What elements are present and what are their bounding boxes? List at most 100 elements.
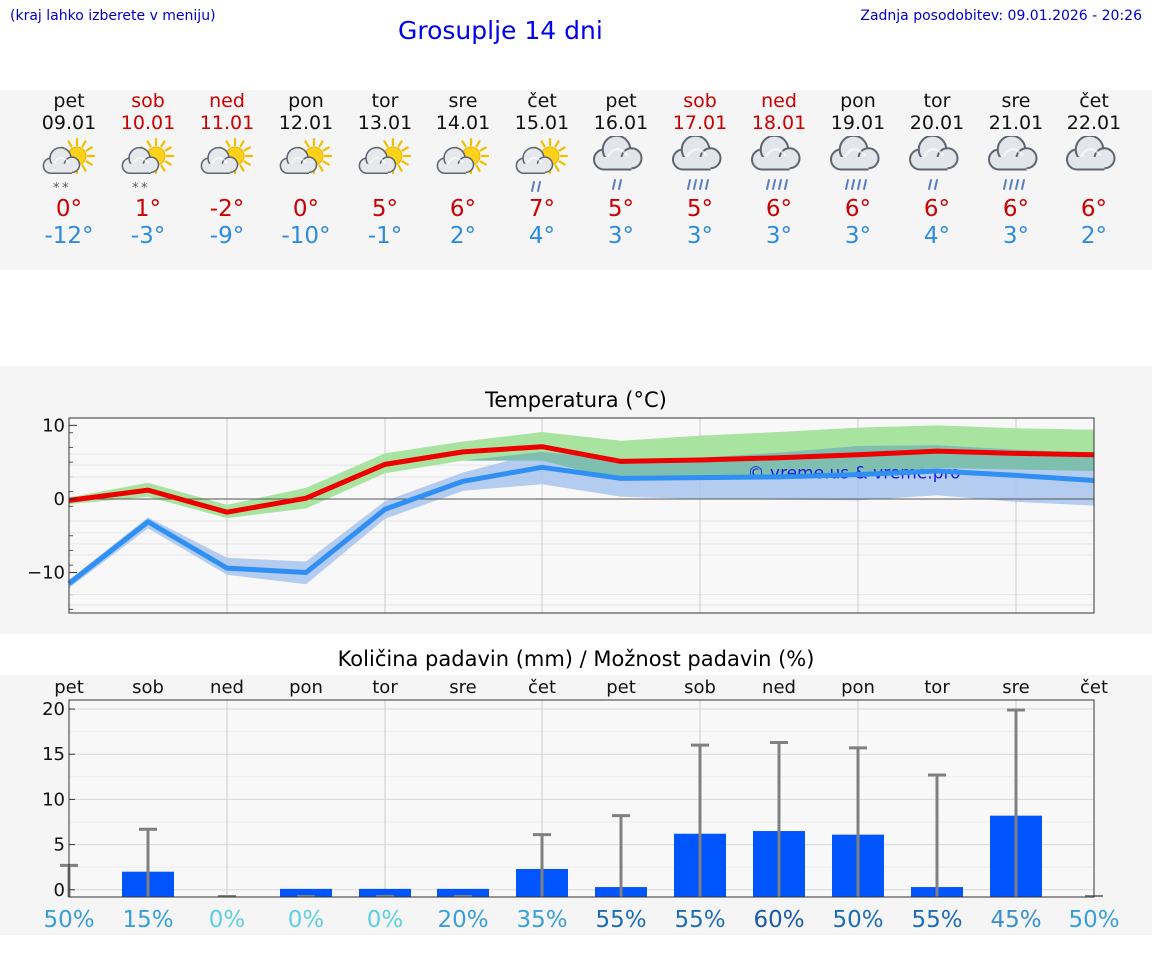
- cloud-icon: [1066, 136, 1116, 171]
- cloud-rain-icon: [593, 136, 643, 190]
- x-category-label: pon: [841, 677, 875, 698]
- y-tick-label: 5: [54, 835, 65, 856]
- y-tick-label: 10: [42, 789, 65, 810]
- max-temperature: 6°: [844, 196, 872, 222]
- min-temperature: -10°: [281, 223, 331, 249]
- x-category-label: pet: [54, 677, 84, 698]
- day-date: 10.01: [120, 112, 176, 134]
- precip-chance-label: 0%: [288, 907, 325, 933]
- max-temperature: 6°: [449, 196, 477, 222]
- min-temperature: 3°: [844, 223, 872, 249]
- day-name: čet: [1079, 90, 1109, 112]
- min-temp-range-band: [69, 445, 1094, 588]
- x-category-label: čet: [1080, 677, 1108, 698]
- max-temperature: 5°: [607, 196, 635, 222]
- max-temp-line: [68, 444, 1095, 515]
- day-name: sob: [683, 90, 717, 112]
- day-date: 14.01: [435, 112, 491, 134]
- day-date: 09.01: [41, 112, 97, 134]
- day-forecast: sre 14.01 6° 2°: [424, 90, 502, 250]
- page-title: Grosuplje 14 dni: [398, 16, 603, 45]
- min-temperature: 2°: [449, 223, 477, 249]
- day-date: 19.01: [830, 112, 886, 134]
- day-forecast: čet 15.01 7° 4°: [503, 90, 581, 250]
- max-temperature: 5°: [371, 196, 399, 222]
- y-tick-label: 20: [42, 699, 65, 720]
- day-forecast: ned 11.01 -2° -9°: [188, 90, 266, 250]
- day-date: 22.01: [1066, 112, 1122, 134]
- svg-text:*: *: [53, 181, 60, 196]
- min-temperature: 3°: [1002, 223, 1030, 249]
- min-temperature: -12°: [44, 223, 94, 249]
- y-tick-label: −10: [27, 563, 65, 584]
- min-temperature: 2°: [1080, 223, 1108, 249]
- max-temperature: 6°: [923, 196, 951, 222]
- day-name: pon: [288, 90, 324, 112]
- day-forecast: pet 16.01 5° 3°: [582, 90, 660, 250]
- day-date: 18.01: [751, 112, 807, 134]
- day-name: ned: [761, 90, 797, 112]
- day-forecast: tor 20.01 6° 4°: [898, 90, 976, 250]
- y-tick-label: 0: [54, 489, 65, 510]
- min-temperature: 3°: [607, 223, 635, 249]
- max-temperature: 6°: [1002, 196, 1030, 222]
- x-category-label: ned: [210, 677, 244, 698]
- day-forecast: ned 18.01 6° 3°: [740, 90, 818, 250]
- precip-chance-label: 35%: [516, 907, 567, 933]
- sun-cloud-icon: [436, 137, 490, 175]
- day-forecast: sob 17.01 5° 3°: [661, 90, 739, 250]
- day-forecast: tor 13.01 5° -1°: [346, 90, 424, 250]
- min-temperature: 4°: [528, 223, 556, 249]
- precip-chance-label: 0%: [209, 907, 246, 933]
- svg-text:*: *: [141, 181, 148, 196]
- max-temperature: 6°: [765, 196, 793, 222]
- max-temperature: 6°: [1080, 196, 1108, 222]
- plot-area: [69, 700, 1094, 897]
- precip-bar: [359, 888, 411, 897]
- precip-chance-label: 20%: [437, 907, 488, 933]
- svg-text:*: *: [62, 181, 69, 196]
- min-temperature: -3°: [130, 223, 166, 249]
- min-temp-line: [67, 464, 1095, 586]
- min-temperature: -9°: [209, 223, 245, 249]
- x-category-label: ned: [762, 677, 796, 698]
- overlap-band: [69, 445, 1094, 519]
- day-date: 15.01: [514, 112, 570, 134]
- x-category-label: pon: [289, 677, 323, 698]
- day-name: čet: [527, 90, 557, 112]
- precip-chance-label: 55%: [911, 907, 962, 933]
- temperature-chart-title: Temperatura (°C): [485, 388, 667, 412]
- precip-bar: [437, 888, 489, 897]
- day-date: 13.01: [357, 112, 413, 134]
- max-temperature: 5°: [686, 196, 714, 222]
- location-menu-hint[interactable]: (kraj lahko izberete v meniju): [10, 8, 216, 24]
- sun-cloud-icon: [358, 137, 412, 175]
- last-updated: Zadnja posodobitev: 09.01.2026 - 20:26: [860, 8, 1142, 24]
- x-category-label: sre: [1002, 677, 1029, 698]
- day-date: 12.01: [278, 112, 334, 134]
- min-temperature: 4°: [923, 223, 951, 249]
- x-category-label: sob: [684, 677, 716, 698]
- x-category-label: sob: [132, 677, 164, 698]
- sun-cloud-snow-icon: * *: [42, 137, 96, 196]
- precipitation-chart: pet sob ned pon tor sre čet pet sob ned pon tor sre č…: [42, 677, 1119, 933]
- max-temperature: 0°: [55, 196, 83, 222]
- precip-chance-label: 0%: [367, 907, 404, 933]
- x-category-label: čet: [528, 677, 556, 698]
- x-category-label: tor: [372, 677, 398, 698]
- min-temperature: 3°: [686, 223, 714, 249]
- day-name: tor: [923, 90, 951, 112]
- day-forecast: pon 19.01 6° 3°: [819, 90, 897, 250]
- plot-frame: [68, 417, 1095, 614]
- y-tick-label: 15: [42, 744, 65, 765]
- precip-chance-label: 50%: [832, 907, 883, 933]
- day-date: 20.01: [909, 112, 965, 134]
- cloud-heavy-rain-icon: [830, 136, 880, 190]
- day-date: 11.01: [199, 112, 255, 134]
- daily-forecast-strip: pet 09.01 * * 0° -12° sob 10.01 * * 1° -3° ned 11.01-…: [0, 90, 1152, 270]
- day-name: sob: [131, 90, 165, 112]
- y-tick-label: 0: [54, 880, 65, 901]
- day-forecast: sob 10.01 * * 1° -3°: [109, 90, 187, 250]
- precip-bar: [280, 888, 332, 897]
